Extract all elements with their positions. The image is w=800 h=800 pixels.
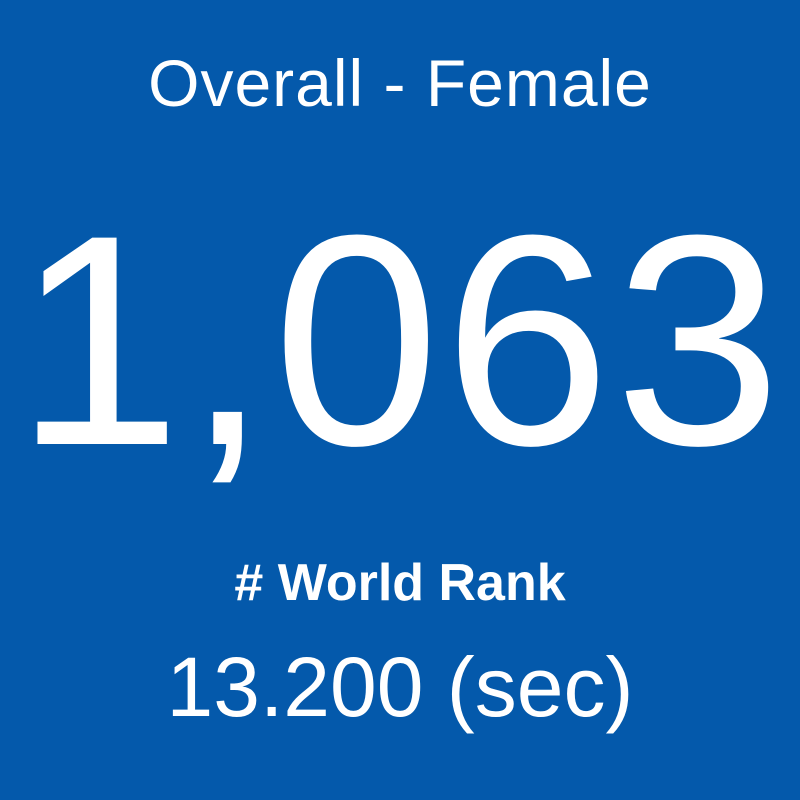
rank-label: # World Rank xyxy=(234,554,566,612)
rank-value: 1,063 xyxy=(14,172,786,508)
tile-title: Overall - Female xyxy=(148,46,652,120)
time-value: 13.200 (sec) xyxy=(166,640,634,734)
